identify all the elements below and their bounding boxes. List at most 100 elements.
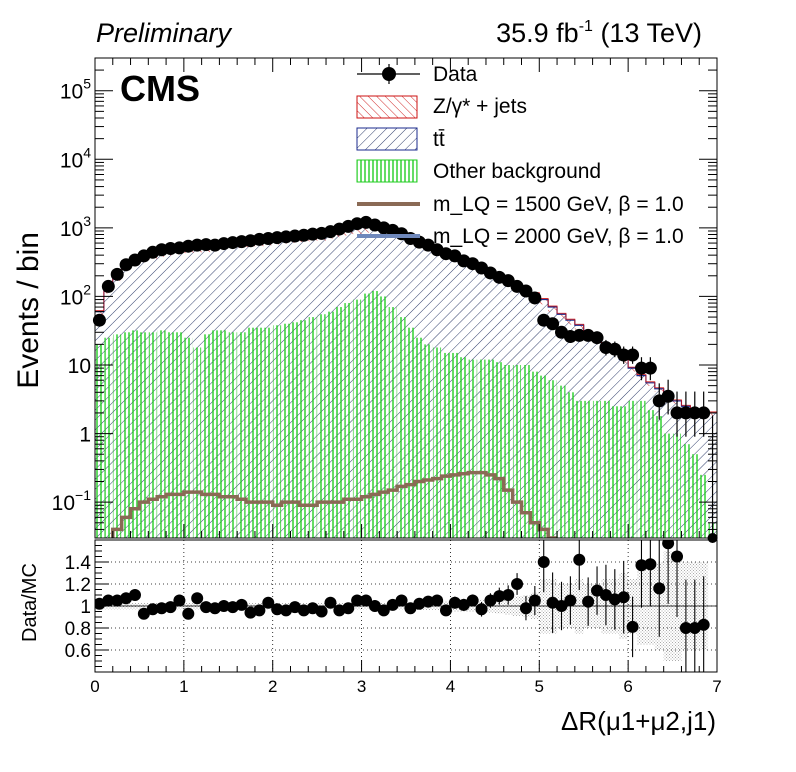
- data-marker: [546, 317, 560, 331]
- ratio-marker: [128, 589, 141, 601]
- data-marker: [617, 348, 631, 362]
- other-bin: [211, 330, 219, 538]
- other-bin: [681, 444, 690, 538]
- ratio-point: [377, 604, 390, 617]
- ratio-marker: [582, 595, 595, 608]
- legend-lq1500-label: m_LQ = 1500 GeV, β = 1.0: [433, 193, 684, 216]
- ratio-y-tick-label: 0.6: [65, 641, 91, 662]
- other-bin: [486, 359, 495, 538]
- other-bin: [610, 406, 619, 538]
- data-point: [546, 317, 560, 331]
- x-tick-label: 7: [712, 677, 721, 696]
- ratio-marker: [351, 594, 364, 607]
- ratio-marker: [697, 618, 710, 631]
- ratio-point: [146, 603, 159, 616]
- ratio-point: [555, 581, 568, 631]
- y-tick-label: 103: [60, 213, 91, 241]
- data-marker: [634, 361, 648, 375]
- ratio-point: [360, 594, 373, 607]
- ratio-point: [697, 576, 710, 672]
- ratio-marker: [200, 601, 213, 614]
- ratio-point: [644, 540, 657, 607]
- data-point: [661, 379, 675, 415]
- ratio-point: [368, 600, 381, 612]
- ratio-marker: [502, 589, 515, 601]
- other-bin: [246, 327, 255, 538]
- data-marker: [661, 389, 675, 403]
- ratio-point: [599, 564, 612, 626]
- other-bin: [504, 365, 513, 538]
- legend-ttbar-label: tt̄: [433, 128, 445, 151]
- ratio-point: [564, 576, 577, 625]
- y-tick-exp: 5: [83, 76, 91, 92]
- y-tick-label: 10−1: [52, 487, 92, 515]
- ratio-marker: [217, 600, 230, 612]
- y-tick-exp: 3: [83, 213, 91, 229]
- other-bin: [415, 337, 424, 538]
- ratio-point: [128, 589, 141, 601]
- other-bin: [450, 352, 459, 538]
- cms-badge: CMS: [120, 68, 200, 109]
- other-bin: [397, 317, 406, 538]
- ratio-marker: [102, 594, 115, 607]
- ratio-y-tick-label: 0.8: [65, 619, 91, 640]
- data-marker: [670, 406, 684, 420]
- other-bin: [406, 327, 415, 538]
- other-bin: [166, 332, 175, 538]
- other-bin: [237, 332, 246, 538]
- data-marker: [643, 361, 657, 375]
- ratio-point: [511, 573, 524, 595]
- ratio-point: [173, 594, 186, 607]
- other-bin: [344, 303, 353, 538]
- ratio-marker: [146, 603, 159, 616]
- ratio-point: [671, 540, 684, 617]
- lq1500-line: [111, 470, 558, 538]
- other-bin: [317, 314, 326, 538]
- other-bin: [113, 334, 122, 538]
- zjets-bin: [548, 307, 558, 312]
- data-point: [679, 391, 693, 437]
- ratio-marker: [324, 596, 337, 609]
- x-tick-label: 2: [268, 677, 277, 696]
- other-bin: [326, 311, 335, 538]
- other-bin: [202, 334, 211, 538]
- ratio-marker: [386, 598, 399, 611]
- ratio-marker: [368, 600, 381, 612]
- ratio-point: [662, 540, 675, 604]
- ratio-marker: [439, 604, 452, 617]
- ratio-marker: [262, 596, 275, 609]
- header-lumi: 35.9 fb-1 (13 TeV): [496, 18, 702, 48]
- other-bin: [379, 296, 388, 538]
- data-marker: [519, 284, 533, 298]
- other-bin: [122, 332, 131, 538]
- ratio-marker: [315, 605, 328, 618]
- y-tick-exp: −1: [75, 487, 91, 503]
- other-bin: [646, 410, 655, 538]
- other-bin: [557, 385, 566, 538]
- y-tick-exp: 2: [83, 281, 91, 297]
- ratio-marker: [431, 594, 444, 607]
- other-bin: [193, 347, 202, 538]
- other-bin: [370, 291, 379, 538]
- other-bin: [184, 337, 193, 538]
- ratio-marker: [466, 594, 479, 607]
- ratio-marker: [573, 553, 586, 566]
- data-point: [590, 331, 604, 345]
- ratio-marker: [564, 594, 577, 607]
- other-bin: [477, 359, 486, 538]
- ratio-xlabel: ΔR(μ1+μ2,j1): [561, 706, 716, 736]
- ratio-point: [351, 594, 364, 607]
- ratio-marker: [599, 589, 612, 601]
- ratio-point: [137, 607, 150, 620]
- ratio-point: [342, 602, 355, 615]
- ratio-marker: [617, 591, 630, 604]
- ratio-point: [271, 603, 284, 616]
- ratio-point: [502, 585, 515, 605]
- ratio-marker: [493, 590, 506, 603]
- y-tick-base: 10: [60, 218, 83, 241]
- other-bin: [673, 433, 681, 538]
- other-bin: [308, 317, 317, 538]
- y-tick-base: 10: [52, 492, 75, 515]
- ratio-marker: [519, 602, 532, 615]
